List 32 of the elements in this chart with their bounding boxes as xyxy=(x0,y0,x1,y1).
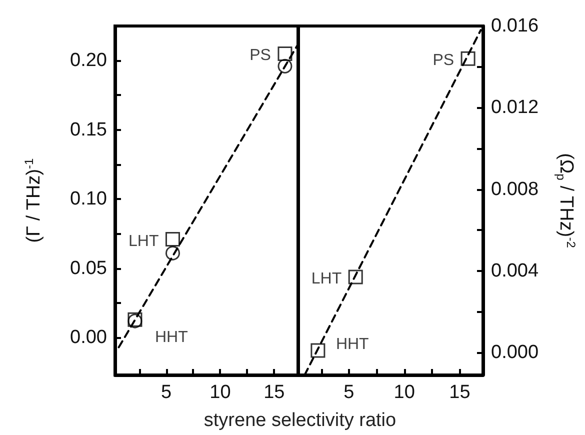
x-tick-label: 10 xyxy=(394,382,415,403)
y-tick-label: 0.008 xyxy=(491,178,539,200)
x-tick-label: 10 xyxy=(210,382,231,403)
y-axis-title: (Ωp / THz)-2 xyxy=(554,153,578,248)
point xyxy=(278,58,292,74)
y-tick-label: 0.004 xyxy=(491,260,539,282)
x-tick-label: 15 xyxy=(449,382,470,403)
annotation: LHT xyxy=(311,270,342,288)
point xyxy=(165,232,180,247)
point xyxy=(166,246,180,260)
annotation: PS xyxy=(250,47,271,64)
y-tick-label: 0.000 xyxy=(491,342,539,364)
y-tick-label: 0.012 xyxy=(491,97,539,118)
x-axis-title: styrene selectivity ratio xyxy=(202,410,398,432)
y-tick-label: 0.10 xyxy=(70,188,107,210)
point xyxy=(348,270,363,284)
annotation: HHT xyxy=(336,336,370,354)
y-tick-label: 0.05 xyxy=(70,258,107,279)
point xyxy=(460,51,476,66)
annotation: LHT xyxy=(128,232,159,250)
x-tick-label: 5 xyxy=(160,382,172,403)
annotation: HHT xyxy=(154,329,188,346)
y-tick-label: 0.016 xyxy=(491,16,539,36)
point xyxy=(310,343,326,358)
y-axis-title: (Γ / THz)-1 xyxy=(22,158,44,243)
y-tick-label: 0.20 xyxy=(70,50,107,72)
x-tick-label: 15 xyxy=(264,382,285,403)
y-tick-label: 0.00 xyxy=(70,327,107,348)
annotation: PS xyxy=(432,52,454,70)
y-tick-label: 0.15 xyxy=(70,119,107,140)
x-tick-label: 5 xyxy=(344,382,354,403)
point xyxy=(278,46,292,61)
